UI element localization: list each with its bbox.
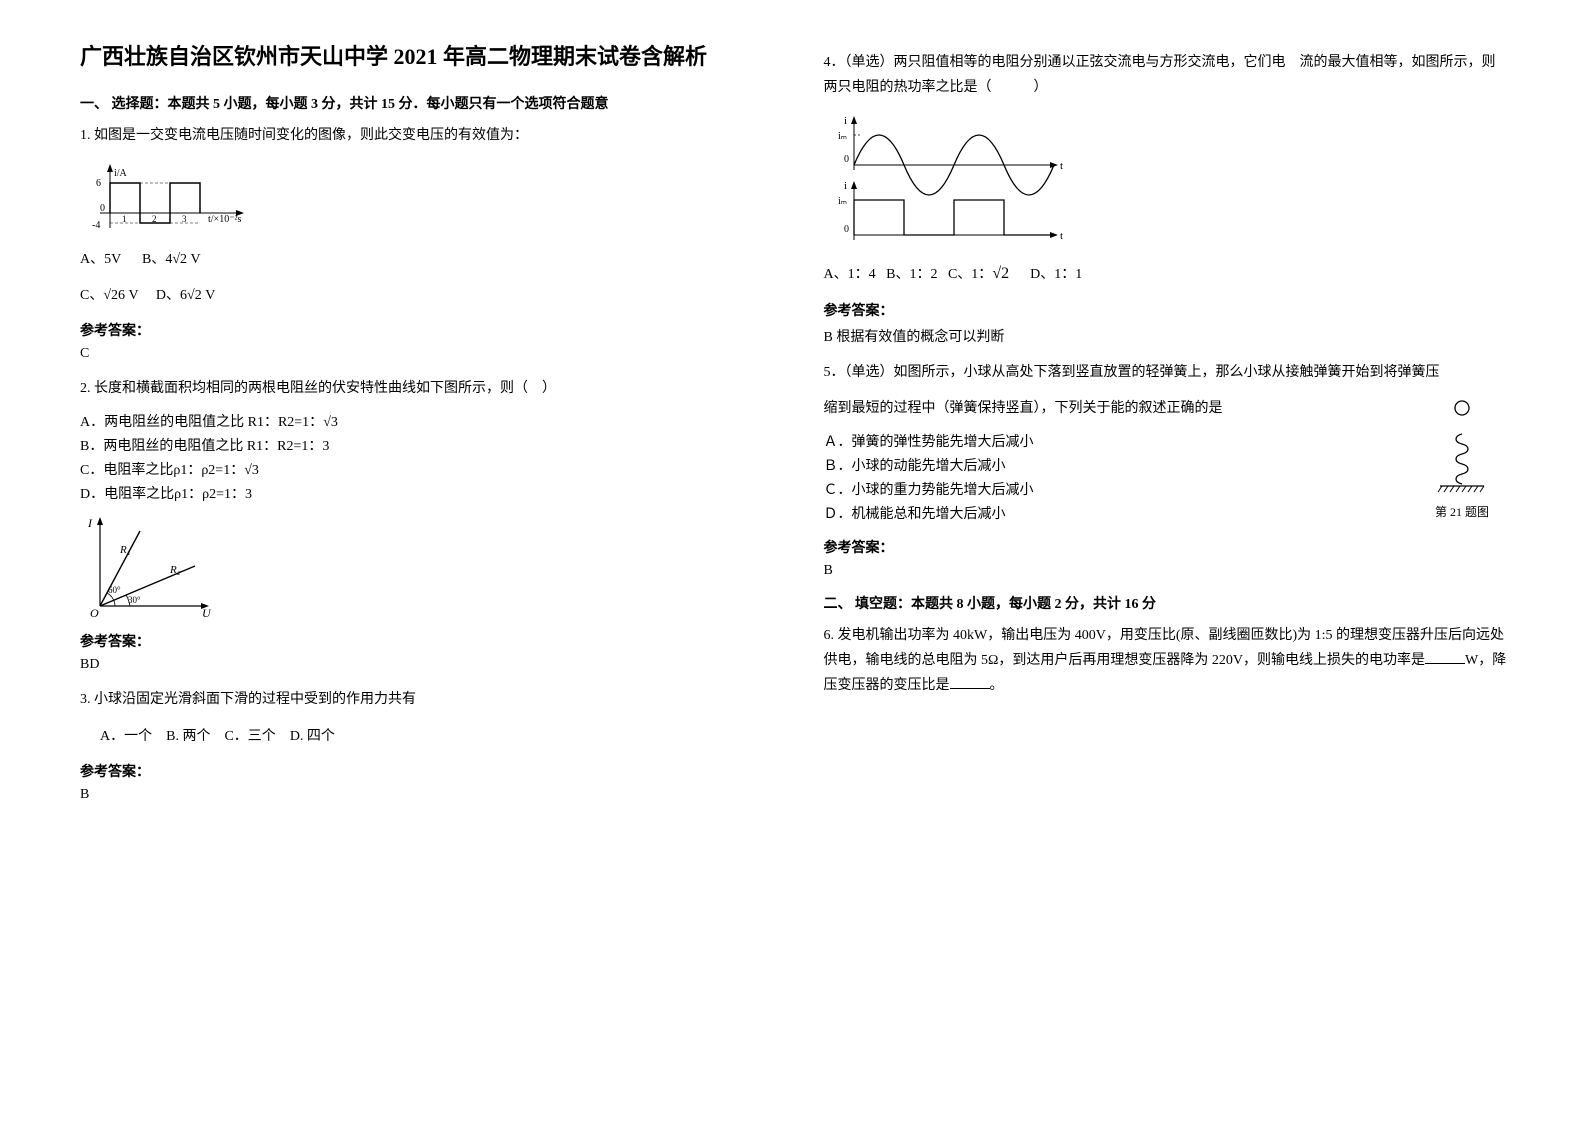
q5-figure: 第 21 题图 [1417,396,1507,520]
q4-figure: i iₘ 0 t i iₘ 0 t [824,110,1508,250]
q2-answer: BD [80,657,764,673]
q2-optC: C．电阻率之比ρ1：ρ2=1：√3 [80,459,764,479]
q4-optC-prefix: C、1： [948,267,992,282]
q5-optA: Ａ．弹簧的弹性势能先增大后减小 [824,431,1508,451]
q1-options-line2: C、√26 V D、6√2 V [80,282,764,310]
q4-i1: i [844,115,847,127]
q5-optC: Ｃ．小球的重力势能先增大后减小 [824,479,1508,499]
q5-optB: Ｂ．小球的动能先增大后减小 [824,455,1508,475]
left-column: 广西壮族自治区钦州市天山中学 2021 年高二物理期末试卷含解析 一、 选择题：… [80,40,764,817]
q1-x3: 3 [182,214,187,224]
section1-header: 一、 选择题：本题共 5 小题，每小题 3 分，共计 15 分．每小题只有一个选… [80,93,764,113]
q5-optD: Ｄ．机械能总和先增大后减小 [824,503,1508,523]
q2-origin: O [90,606,99,620]
q5-answer: B [824,563,1508,579]
q3-optC: C．三个 [224,729,275,744]
section2-header: 二、 填空题：本题共 8 小题，每小题 2 分，共计 16 分 [824,593,1508,613]
q4-zero2: 0 [844,224,849,235]
q4-im1: iₘ [838,131,847,142]
q1-optC-val: √26 [103,288,125,303]
q3-answer: B [80,787,764,803]
q1-optB-prefix: B、 [142,252,165,267]
q1-optD-prefix: D、 [156,288,180,303]
q4-answer-label: 参考答案： [824,300,1508,320]
q1-x2: 2 [152,214,157,224]
q4-options: A、1：4 B、1：2 C、1：√2 D、1：1 [824,258,1508,290]
q3-optB: B. 两个 [166,729,210,744]
q5-stem: 5．（单选）如图所示，小球从高处下落到竖直放置的轻弹簧上，那么小球从接触弹簧开始… [824,360,1508,385]
q6-blank2 [950,688,990,689]
q1-optC-suffix: V [125,288,138,303]
q4-optA: A、1：4 [824,267,876,282]
q2-r2: R₂ [169,564,181,576]
q3-options: A．一个 B. 两个 C．三个 D. 四个 [80,723,764,751]
q1-optB-suffix: V [187,252,201,267]
right-column: 4．（单选）两只阻值相等的电阻分别通以正弦交流电与方形交流电，它们电 流的最大值… [824,40,1508,817]
q5-caption: 第 21 题图 [1417,503,1507,520]
q3-answer-label: 参考答案： [80,761,764,781]
q5-answer-label: 参考答案： [824,537,1508,557]
q3-optD: D. 四个 [290,729,335,744]
q4-answer: B 根据有效值的概念可以判断 [824,326,1508,346]
q1-ylabel: i/A [114,168,128,179]
q4-zero1: 0 [844,154,849,165]
q2-r1: R₁ [119,544,131,556]
q4-optC-val: √2 [992,265,1009,282]
q4-t1: t [1060,160,1063,172]
q1-options-line1: A、5V B、4√2 V [80,246,764,274]
q1-optD-suffix: V [202,288,216,303]
q1-optB-val: 4√2 [165,252,187,267]
q2-stem: 2. 长度和横截面积均相同的两根电阻丝的伏安特性曲线如下图所示，则（ ） [80,376,764,401]
q2-answer-label: 参考答案： [80,631,764,651]
q6-stem-1: 6. 发电机输出功率为 40kW，输出电压为 400V，用变压比(原、副线圈匝数… [824,628,1505,668]
q1-y0: 0 [100,203,105,214]
q1-figure: i/A 6 0 -4 1 2 3 t/×10⁻²s [80,158,764,238]
q4-stem: 4．（单选）两只阻值相等的电阻分别通以正弦交流电与方形交流电，它们电 流的最大值… [824,50,1508,100]
q2-a2: 30° [128,595,141,605]
q1-stem: 1. 如图是一交变电流电压随时间变化的图像，则此交变电压的有效值为： [80,123,764,148]
q1-ym4: -4 [92,220,100,231]
q1-optC-prefix: C、 [80,288,103,303]
q6-stem: 6. 发电机输出功率为 40kW，输出电压为 400V，用变压比(原、副线圈匝数… [824,623,1508,699]
q2-optC-val: √3 [244,463,259,478]
q4-t2: t [1060,230,1063,242]
q2-ylabel: I [87,516,93,530]
q1-y6: 6 [96,178,101,189]
q1-optD-val: 6√2 [180,288,202,303]
q2-figure: I U O R₁ R₂ 60° 30° [80,511,764,621]
page-title: 广西壮族自治区钦州市天山中学 2021 年高二物理期末试卷含解析 [80,40,764,73]
q2-optC-prefix: C．电阻率之比ρ1：ρ2=1： [80,463,244,478]
q2-optD: D．电阻率之比ρ1：ρ2=1：3 [80,483,764,503]
q4-im2: iₘ [838,196,847,207]
q2-optB: B．两电阻丝的电阻值之比 R1：R2=1：3 [80,435,764,455]
q2-optA: A．两电阻丝的电阻值之比 R1：R2=1：√3 [80,411,764,431]
q2-optA-prefix: A．两电阻丝的电阻值之比 R1：R2=1： [80,415,323,430]
q1-answer: C [80,346,764,362]
q2-optA-val: √3 [323,415,338,430]
q4-optB: B、1：2 [886,267,937,282]
q3-optA: A．一个 [100,729,152,744]
q2-xlabel: U [202,606,212,620]
q4-optD: D、1：1 [1030,267,1082,282]
q4-i2: i [844,180,847,192]
q6-end: 。 [990,678,1004,693]
q3-stem: 3. 小球沿固定光滑斜面下滑的过程中受到的作用力共有 [80,687,764,712]
q2-a1: 60° [108,585,121,595]
q1-answer-label: 参考答案： [80,320,764,340]
q1-x1: 1 [122,214,127,224]
q1-xlabel: t/×10⁻²s [208,214,241,225]
q5-stem2: 缩到最短的过程中（弹簧保持竖直），下列关于能的叙述正确的是 [824,396,1508,421]
q6-blank1 [1425,663,1465,664]
q1-optA: A、5V [80,252,121,267]
